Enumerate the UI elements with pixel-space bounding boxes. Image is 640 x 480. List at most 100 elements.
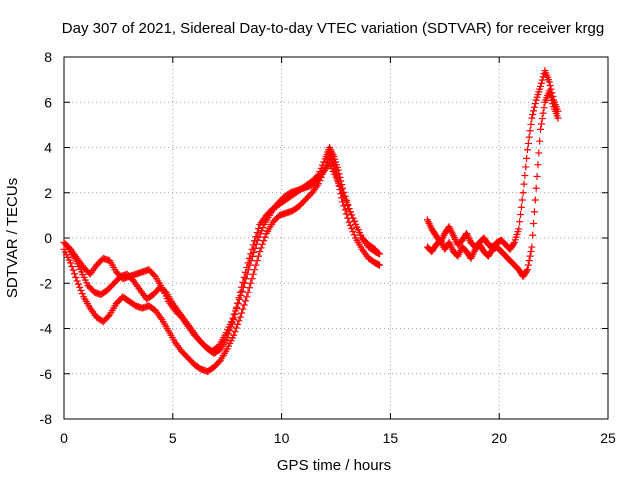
data-point (238, 309, 246, 317)
data-point (371, 245, 379, 253)
data-point (234, 320, 242, 328)
series-track-e (423, 87, 562, 280)
data-point (261, 233, 269, 241)
data-point (348, 211, 356, 219)
data-point (215, 358, 223, 366)
data-point (531, 196, 539, 204)
data-point (523, 146, 531, 154)
data-point (233, 303, 241, 311)
data-point (243, 270, 251, 278)
series-track-d (423, 67, 562, 253)
data-point (241, 297, 249, 305)
data-point (533, 172, 541, 180)
y-tick-label: -8 (40, 411, 53, 427)
y-tick-label: -4 (40, 321, 53, 337)
data-point (228, 318, 236, 326)
data-point (516, 218, 524, 226)
data-point (349, 214, 357, 222)
data-point (345, 218, 353, 226)
data-point (539, 109, 547, 117)
data-point (341, 195, 349, 203)
data-point (524, 261, 532, 269)
data-point (249, 270, 257, 278)
data-point (70, 270, 78, 278)
data-point (527, 120, 535, 128)
data-point (68, 263, 76, 271)
data-point (67, 259, 75, 267)
series-track-c (64, 159, 379, 355)
data-point (104, 312, 112, 320)
data-point (528, 243, 536, 251)
data-point (250, 248, 258, 256)
data-point (548, 96, 556, 104)
data-point (537, 79, 545, 87)
axis-ticks: 0 5 10 15 20 25 -8 -6 -4 -2 0 2 4 6 8 (40, 49, 616, 446)
x-axis-label: GPS time / hours (277, 457, 391, 474)
y-tick-label: -6 (40, 366, 53, 382)
data-point (517, 210, 525, 218)
data-point (239, 283, 247, 291)
data-point (252, 240, 260, 248)
data-point (240, 301, 248, 309)
data-point (547, 93, 555, 101)
data-point (546, 90, 554, 98)
data-point (342, 210, 350, 218)
data-point (525, 257, 533, 265)
data-point (235, 317, 243, 325)
data-point (260, 237, 268, 245)
data-point (545, 78, 553, 86)
data-point (554, 114, 562, 122)
data-point (232, 324, 240, 332)
data-point (530, 220, 538, 228)
data-point (537, 120, 545, 128)
data-point (536, 137, 544, 145)
data-point (515, 225, 523, 233)
data-point (243, 293, 251, 301)
data-point (235, 296, 243, 304)
data-point (256, 230, 264, 238)
data-point (230, 331, 238, 339)
data-point (348, 224, 356, 232)
data-point (537, 82, 545, 90)
data-point (242, 275, 250, 283)
data-point (241, 279, 249, 287)
data-point (529, 231, 537, 239)
data-point (229, 314, 237, 322)
data-point (251, 244, 259, 252)
x-tick-label: 10 (274, 430, 290, 446)
data-point (245, 266, 253, 274)
data-point (252, 261, 260, 269)
data-point (532, 184, 540, 192)
data-point (350, 217, 358, 225)
data-point (527, 248, 535, 256)
data-point (525, 133, 533, 141)
data-point (346, 208, 354, 216)
data-point (150, 271, 158, 279)
x-tick-label: 0 (60, 430, 68, 446)
data-point (76, 283, 84, 291)
data-point (523, 266, 531, 274)
y-tick-label: 0 (44, 230, 52, 246)
data-point (236, 313, 244, 321)
data-point (526, 252, 534, 260)
data-point (72, 273, 80, 281)
data-point (231, 307, 239, 315)
data-point (528, 114, 536, 122)
data-point (517, 203, 525, 211)
data-point (332, 173, 340, 181)
data-point (248, 275, 256, 283)
data-point (238, 287, 246, 295)
data-point (255, 252, 263, 260)
data-point (247, 279, 255, 287)
data-point (247, 257, 255, 265)
grid (64, 57, 608, 419)
data-point (376, 261, 384, 269)
data-point (248, 253, 256, 261)
data-point (523, 267, 531, 275)
data-point (530, 103, 538, 111)
y-tick-label: 6 (44, 94, 52, 110)
data-point (77, 286, 85, 294)
data-point (540, 104, 548, 112)
data-point (538, 76, 546, 84)
